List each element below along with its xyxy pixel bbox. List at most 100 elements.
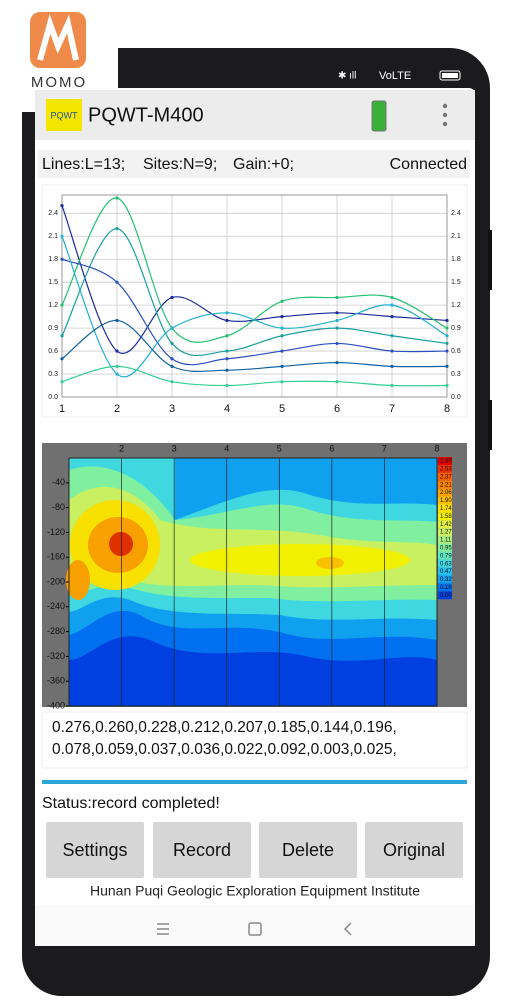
data-point xyxy=(280,299,284,303)
button-row: Settings Record Delete Original xyxy=(46,822,463,878)
data-point xyxy=(445,318,449,323)
x-tick-label: 8 xyxy=(434,443,439,453)
data-point xyxy=(60,334,64,338)
y2-tick-label: 2.4 xyxy=(451,210,461,217)
data-point xyxy=(280,380,284,384)
data-point xyxy=(445,341,449,346)
data-point xyxy=(335,341,339,346)
data-point xyxy=(115,364,119,368)
colorbar-swatch xyxy=(438,488,452,497)
data-point xyxy=(390,303,394,307)
data-point xyxy=(115,372,119,376)
data-point xyxy=(335,311,339,315)
info-gain: Gain:+0; xyxy=(233,156,294,173)
reading-line: 0.276,0.260,0.228,0.212,0.207,0.185,0.14… xyxy=(52,719,397,736)
app-icon xyxy=(46,99,82,131)
colorbar-label: 1.74 xyxy=(440,506,452,512)
action-button[interactable] xyxy=(259,822,357,878)
menu-dot[interactable] xyxy=(442,112,448,118)
colorbar-label: 1.11 xyxy=(440,538,452,544)
colorbar-swatch xyxy=(438,543,452,552)
colorbar-swatch xyxy=(438,512,452,521)
brand-icon-m xyxy=(37,14,79,61)
colorbar-swatch xyxy=(438,583,452,592)
colorbar-swatch xyxy=(438,559,452,568)
action-button[interactable] xyxy=(365,822,463,878)
contour-band xyxy=(109,532,133,556)
app-title: PQWT-M400 xyxy=(88,104,204,126)
connection-status: Connected xyxy=(390,156,467,173)
y2-tick-label: 1.2 xyxy=(451,302,461,309)
y2-tick-label: 1.5 xyxy=(451,279,461,286)
y2-tick-label: 0.6 xyxy=(451,348,461,355)
y-tick-label: -400 xyxy=(47,700,65,710)
battery-icon xyxy=(439,70,461,81)
data-point xyxy=(225,368,229,372)
brand-name: MOMO xyxy=(31,74,87,91)
button-label[interactable]: Record xyxy=(173,840,231,860)
y-tick-label: -120 xyxy=(47,527,65,537)
y-tick-label: -360 xyxy=(47,676,65,686)
data-point xyxy=(335,295,339,300)
data-point xyxy=(280,315,284,319)
menu-dot[interactable] xyxy=(442,121,448,127)
data-line xyxy=(61,365,448,387)
data-point xyxy=(60,204,64,208)
y2-tick-label: 1.8 xyxy=(451,256,461,263)
colorbar-label: 0.79 xyxy=(440,553,452,559)
battery-level xyxy=(442,73,458,78)
colorbar-label: 2.06 xyxy=(440,490,452,496)
line-chart-panel xyxy=(41,184,468,418)
data-point xyxy=(445,364,449,368)
y-tick-label: 2.1 xyxy=(48,233,58,240)
y-tick-label: 1.2 xyxy=(48,302,58,309)
nav-back[interactable] xyxy=(343,922,352,936)
status-icons: ✱ ıll xyxy=(338,71,356,82)
battery-widget[interactable] xyxy=(371,100,387,132)
button-label[interactable]: Settings xyxy=(62,840,127,860)
network-label: VoLTE xyxy=(379,70,411,82)
data-point xyxy=(280,364,284,368)
colorbar-label: 1.58 xyxy=(440,514,452,520)
data-point xyxy=(60,257,64,261)
plot-frame xyxy=(68,457,438,707)
x-tick-label: 2 xyxy=(119,443,124,453)
data-point xyxy=(445,383,449,388)
colorbar-swatch xyxy=(438,551,452,560)
colorbar-label: 1.90 xyxy=(440,498,452,504)
colorbar-label: 0.47 xyxy=(440,569,452,575)
button-label[interactable]: Original xyxy=(383,840,445,860)
data-point xyxy=(115,227,119,231)
data-line xyxy=(61,236,448,378)
data-point xyxy=(170,357,174,361)
y-tick-label: -40 xyxy=(52,477,65,487)
y-tick-label: -320 xyxy=(47,651,65,661)
data-point xyxy=(115,280,119,284)
data-point xyxy=(170,295,174,300)
action-button[interactable] xyxy=(153,822,251,878)
menu-dot[interactable] xyxy=(442,103,448,109)
data-point xyxy=(280,349,284,353)
y-tick-label: 2.4 xyxy=(48,210,58,217)
nav-menu[interactable] xyxy=(157,923,169,935)
x-tick-label: 1 xyxy=(59,403,65,415)
data-point xyxy=(335,326,339,330)
colorbar-swatch xyxy=(438,457,452,465)
button-label[interactable]: Delete xyxy=(282,840,334,860)
heatmap-plot: -40 -80 -120 -160 -200 -240 -280 -320 -360 -400 2 3… xyxy=(47,443,452,710)
colorbar-swatch xyxy=(438,496,452,505)
y-tick-label: -200 xyxy=(47,576,65,586)
y2-tick-label: 2.1 xyxy=(451,233,461,240)
colorbar-label: 0.32 xyxy=(440,577,452,583)
reading-line: 0.078,0.059,0.037,0.036,0.022,0.092,0.00… xyxy=(52,741,397,758)
x-tick-label: 7 xyxy=(389,403,395,415)
x-tick-label: 4 xyxy=(224,403,230,415)
colorbar-swatch xyxy=(438,520,452,529)
y-tick-label: 0.9 xyxy=(48,325,58,332)
data-point xyxy=(60,380,64,384)
side-button xyxy=(488,400,492,450)
nav-home[interactable] xyxy=(248,922,262,936)
plot-frame xyxy=(61,194,448,398)
colorbar-label: 0.95 xyxy=(440,545,452,551)
action-button[interactable] xyxy=(46,822,144,878)
